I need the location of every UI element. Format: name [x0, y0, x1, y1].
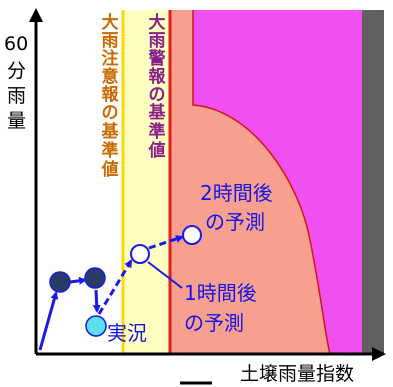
arrow-1h-to-2h — [148, 235, 184, 250]
forecast-2h-point — [182, 225, 202, 245]
advisory-char-8: 準 — [102, 140, 119, 161]
warning-char-4: 報 — [149, 66, 167, 87]
warning-char-7: 準 — [149, 121, 166, 142]
arrow-past2-to-current — [92, 289, 101, 313]
advisory-char-2: 雨 — [102, 31, 119, 51]
y-axis-char-3: 量 — [7, 110, 26, 132]
advisory-char-4: 意 — [102, 66, 119, 87]
warning-char-1: 大 — [149, 12, 166, 33]
warning-char-5: の — [149, 85, 166, 105]
past-point-2 — [84, 267, 106, 289]
trajectory — [38, 235, 184, 351]
forecast-1h-point — [130, 244, 150, 264]
warning-char-6: 基 — [148, 102, 167, 123]
y-axis-char-2: 雨 — [7, 85, 26, 107]
past-point-1 — [49, 271, 71, 293]
forecast-1h-label-line2: の予測 — [184, 311, 244, 335]
y-axis-value-label: 60 — [4, 33, 28, 55]
forecast-1h-label-line1: 1時間後 — [184, 281, 257, 305]
advisory-char-6: の — [102, 103, 119, 123]
advisory-char-5: 報 — [102, 84, 120, 105]
forecast-1h-leader — [147, 261, 183, 289]
extreme-region — [362, 10, 384, 354]
danger-region — [193, 10, 362, 354]
warning-char-2: 雨 — [149, 31, 166, 51]
arrow-past1-to-past2 — [69, 276, 87, 285]
advisory-char-3: 注 — [102, 48, 119, 69]
arrow-origin-to-past1 — [38, 291, 59, 351]
forecast-2h-label-line1: 2時間後 — [200, 181, 273, 205]
warning-char-3: 警 — [148, 48, 166, 69]
advisory-band — [123, 10, 170, 354]
advisory-char-1: 大 — [102, 12, 119, 33]
current-point — [85, 315, 107, 337]
y-axis-char-1: 分 — [7, 60, 26, 82]
warning-char-8: 値 — [148, 140, 166, 161]
x-axis-label: 土壌雨量指数 — [240, 363, 354, 385]
advisory-char-9: 値 — [101, 159, 119, 180]
regions — [123, 10, 384, 354]
warning-region — [170, 10, 330, 354]
advisory-label: 大 雨 注 意 報 の 基 準 値 — [101, 12, 120, 180]
danger-boundary — [192, 10, 331, 355]
forecast-2h-label-line2: の予測 — [205, 210, 265, 234]
warning-label: 大 雨 警 報 の 基 準 値 — [148, 12, 167, 161]
current-label: 実況 — [107, 321, 147, 345]
advisory-char-7: 基 — [101, 121, 120, 142]
